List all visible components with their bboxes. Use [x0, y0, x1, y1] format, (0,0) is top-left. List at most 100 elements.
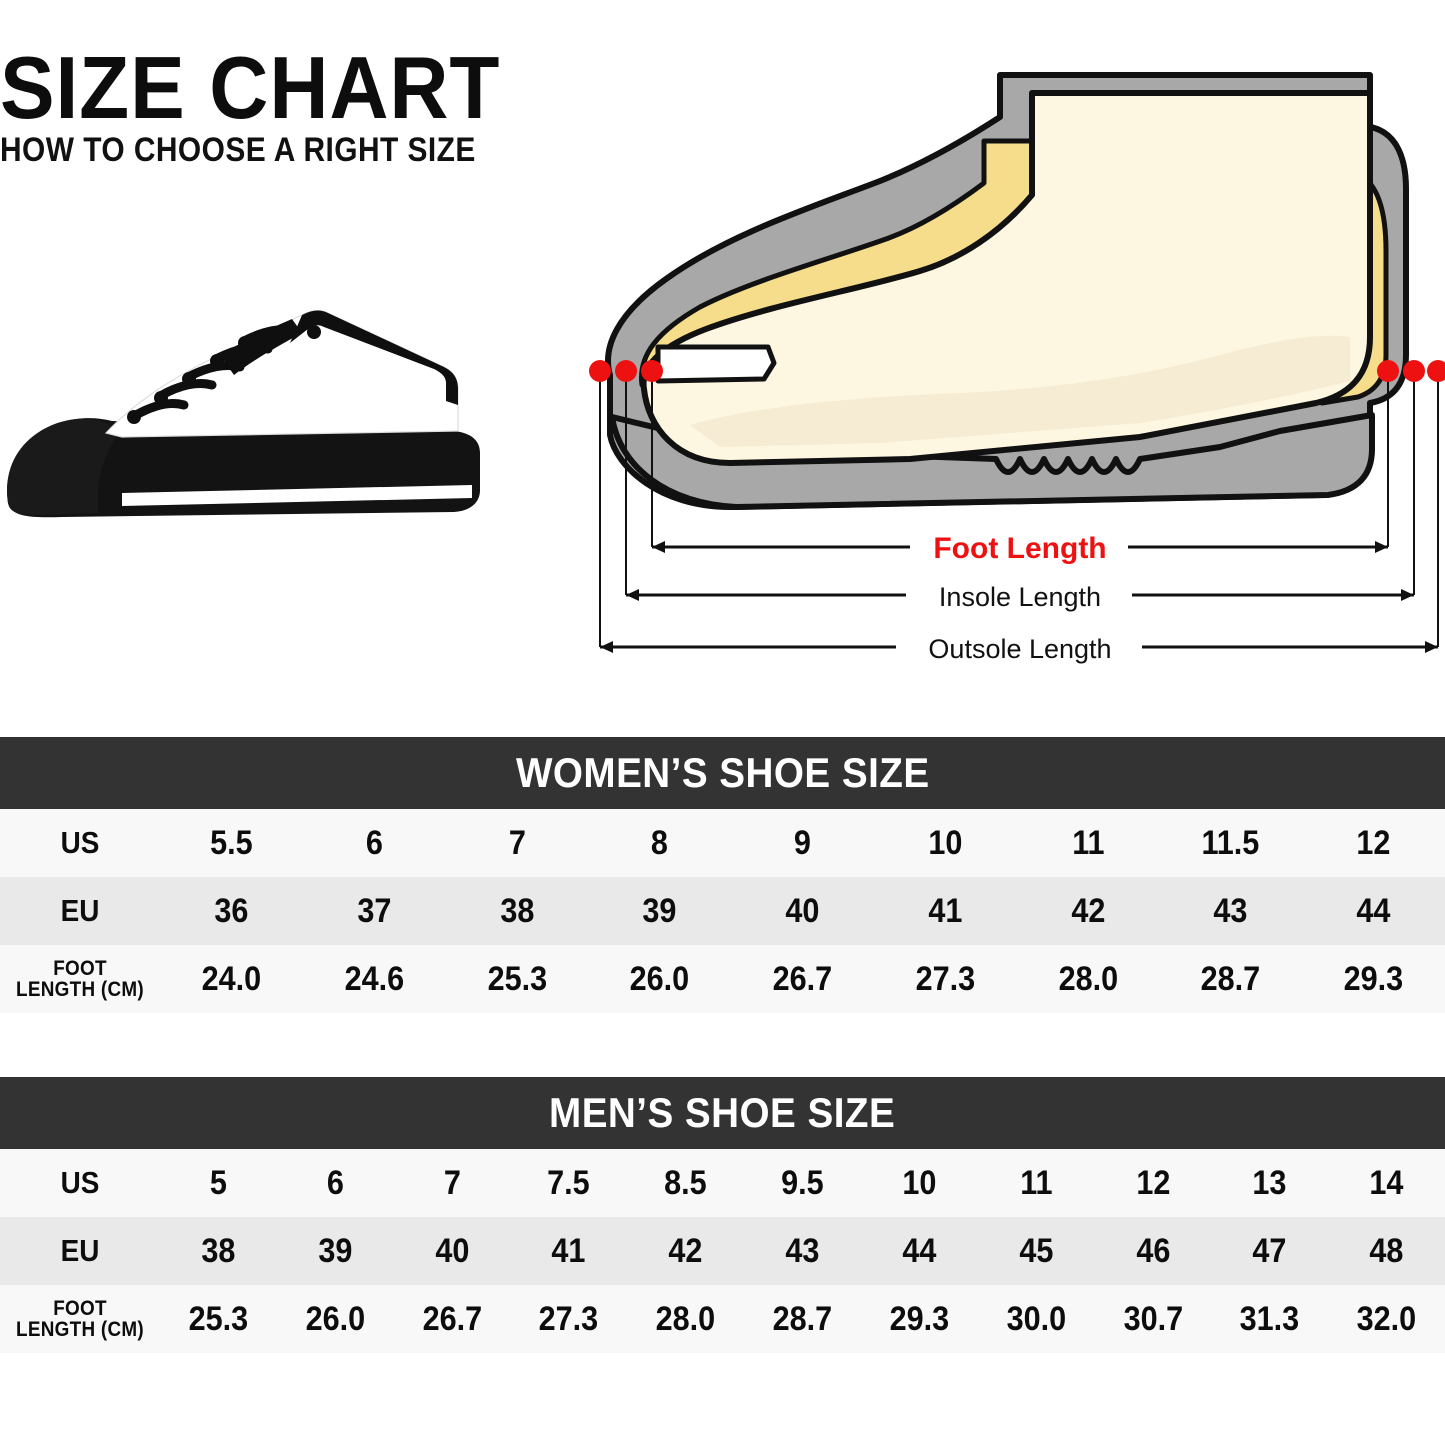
table-cell: 42: [1071, 891, 1106, 930]
mens-table-body: US 5 6 7 7.5 8.5 9.5 10 11 12 13 14 EU 38 39 40 41 42 43 44…: [0, 1149, 1445, 1353]
insole-length-label: Insole Length: [939, 582, 1101, 612]
row-label-line: LENGTH (CM): [16, 978, 144, 1001]
row-label-line: EU: [60, 893, 100, 929]
outsole-length-dimension: Outsole Length: [600, 634, 1438, 664]
table-cell: 32.0: [1356, 1299, 1417, 1338]
table-cell: 26.7: [422, 1299, 482, 1338]
table-cell: 7: [508, 823, 526, 862]
row-label-line: US: [60, 825, 100, 861]
foot-length-label: Foot Length: [933, 532, 1106, 565]
table-cell: 41: [551, 1231, 586, 1270]
table-cell: 9.5: [781, 1163, 824, 1202]
row-label-line: US: [60, 1165, 100, 1201]
row-label-foot: FOOT LENGTH (CM): [8, 1297, 152, 1340]
toenail: [655, 344, 777, 384]
marker-insole-heel: [1403, 360, 1425, 382]
table-cell: 24.0: [201, 959, 262, 998]
marker-foot-heel: [1377, 360, 1399, 382]
table-cell: 26.0: [629, 959, 690, 998]
table-cell: 28.0: [1058, 959, 1118, 998]
table-cell: 8.5: [664, 1163, 707, 1202]
table-cell: 11: [1071, 823, 1105, 862]
table-cell: 38: [201, 1231, 236, 1270]
table-cell: 25.3: [487, 959, 547, 998]
row-cells: 5.5 6 7 8 9 10 11 11.5 12: [160, 824, 1445, 863]
measurement-markers: [589, 360, 1445, 382]
table-cell: 9: [793, 823, 812, 862]
sneaker-illustration: [7, 309, 480, 518]
table-cell: 47: [1252, 1231, 1287, 1270]
table-cell: 48: [1369, 1231, 1404, 1270]
marker-outsole-toe: [589, 360, 611, 382]
table-cell: 11: [1019, 1163, 1053, 1202]
table-cell: 5: [209, 1163, 227, 1202]
table-cell: 42: [668, 1231, 703, 1270]
mens-table-header: MEN’S SHOE SIZE: [0, 1077, 1445, 1149]
sneaker-ankle-eyelet: [307, 325, 321, 339]
insole-length-dimension: Insole Length: [626, 582, 1414, 612]
extension-lines: [599, 373, 1439, 647]
table-cell: 44: [902, 1231, 937, 1270]
table-cell: 44: [1356, 891, 1391, 930]
table-row: FOOT LENGTH (CM) 25.3 26.0 26.7 27.3 28.0 28.7 2…: [0, 1285, 1445, 1353]
table-cell: 29.3: [889, 1299, 950, 1338]
table-cell: 11.5: [1201, 823, 1260, 862]
table-cell: 37: [357, 891, 392, 930]
sneaker-stripe: [122, 485, 472, 506]
row-label-us: US: [8, 827, 152, 859]
womens-size-table: WOMEN’S SHOE SIZE US 5.5 6 7 8 9 10 11 11.5 12 EU 3…: [0, 737, 1445, 1013]
foot-arch-shading: [690, 335, 1350, 447]
row-cells: 25.3 26.0 26.7 27.3 28.0 28.7 29.3 30.0 30.7 31.3…: [160, 1300, 1445, 1339]
table-cell: 6: [326, 1163, 344, 1202]
table-cell: 30.7: [1123, 1299, 1183, 1338]
marker-insole-toe: [615, 360, 637, 382]
table-cell: 29.3: [1343, 959, 1404, 998]
table-row: US 5.5 6 7 8 9 10 11 11.5 12: [0, 809, 1445, 877]
table-cell: 43: [785, 1231, 820, 1270]
mens-table-title: MEN’S SHOE SIZE: [549, 1089, 896, 1136]
row-cells: 24.0 24.6 25.3 26.0 26.7 27.3 28.0 28.7 29.3: [160, 960, 1445, 999]
table-cell: 40: [785, 891, 820, 930]
table-cell: 28.7: [1201, 959, 1261, 998]
outsole-length-label: Outsole Length: [928, 634, 1111, 664]
table-row: EU 38 39 40 41 42 43 44 45 46 47 48: [0, 1217, 1445, 1285]
table-cell: 14: [1369, 1163, 1404, 1202]
table-cell: 5.5: [210, 823, 253, 862]
foot-length-dimension: Foot Length: [652, 532, 1388, 565]
table-cell: 24.6: [344, 959, 404, 998]
table-cell: 38: [499, 891, 534, 930]
table-cell: 40: [435, 1231, 470, 1270]
marker-outsole-heel: [1427, 360, 1445, 382]
table-cell: 28.0: [655, 1299, 716, 1338]
row-label-eu: EU: [8, 1235, 152, 1267]
table-cell: 45: [1019, 1231, 1054, 1270]
table-cell: 12: [1135, 1163, 1170, 1202]
page-subtitle: HOW TO CHOOSE A RIGHT SIZE: [0, 130, 476, 169]
table-cell: 36: [214, 891, 249, 930]
womens-table-header: WOMEN’S SHOE SIZE: [0, 737, 1445, 809]
table-cell: 31.3: [1239, 1299, 1300, 1338]
marker-foot-toe: [641, 360, 663, 382]
table-cell: 26.7: [772, 959, 833, 998]
sneaker-toe-cap: [7, 418, 121, 515]
sneaker-product-photo: [2, 255, 502, 565]
womens-table-title: WOMEN’S SHOE SIZE: [515, 749, 930, 796]
sneaker-collar-trim: [290, 310, 458, 405]
table-row: FOOT LENGTH (CM) 24.0 24.6 25.3 26.0 26.7 27.3 2…: [0, 945, 1445, 1013]
table-row: US 5 6 7 7.5 8.5 9.5 10 11 12 13 14: [0, 1149, 1445, 1217]
title-block: SIZE CHART HOW TO CHOOSE A RIGHT SIZE: [0, 38, 520, 169]
table-cell: 43: [1213, 891, 1248, 930]
table-cell: 39: [642, 891, 677, 930]
table-cell: 7: [443, 1163, 461, 1202]
row-label-foot: FOOT LENGTH (CM): [8, 956, 152, 1001]
row-label-us: US: [8, 1167, 152, 1199]
page-title: SIZE CHART: [0, 38, 501, 137]
row-label-line: EU: [60, 1233, 100, 1269]
table-cell: 6: [365, 823, 383, 862]
table-cell: 46: [1135, 1231, 1170, 1270]
row-label-eu: EU: [8, 895, 152, 927]
shoe-outsole: [609, 412, 1375, 510]
table-cell: 26.0: [305, 1299, 366, 1338]
table-cell: 7.5: [547, 1163, 591, 1202]
row-label-line: FOOT: [53, 956, 107, 980]
